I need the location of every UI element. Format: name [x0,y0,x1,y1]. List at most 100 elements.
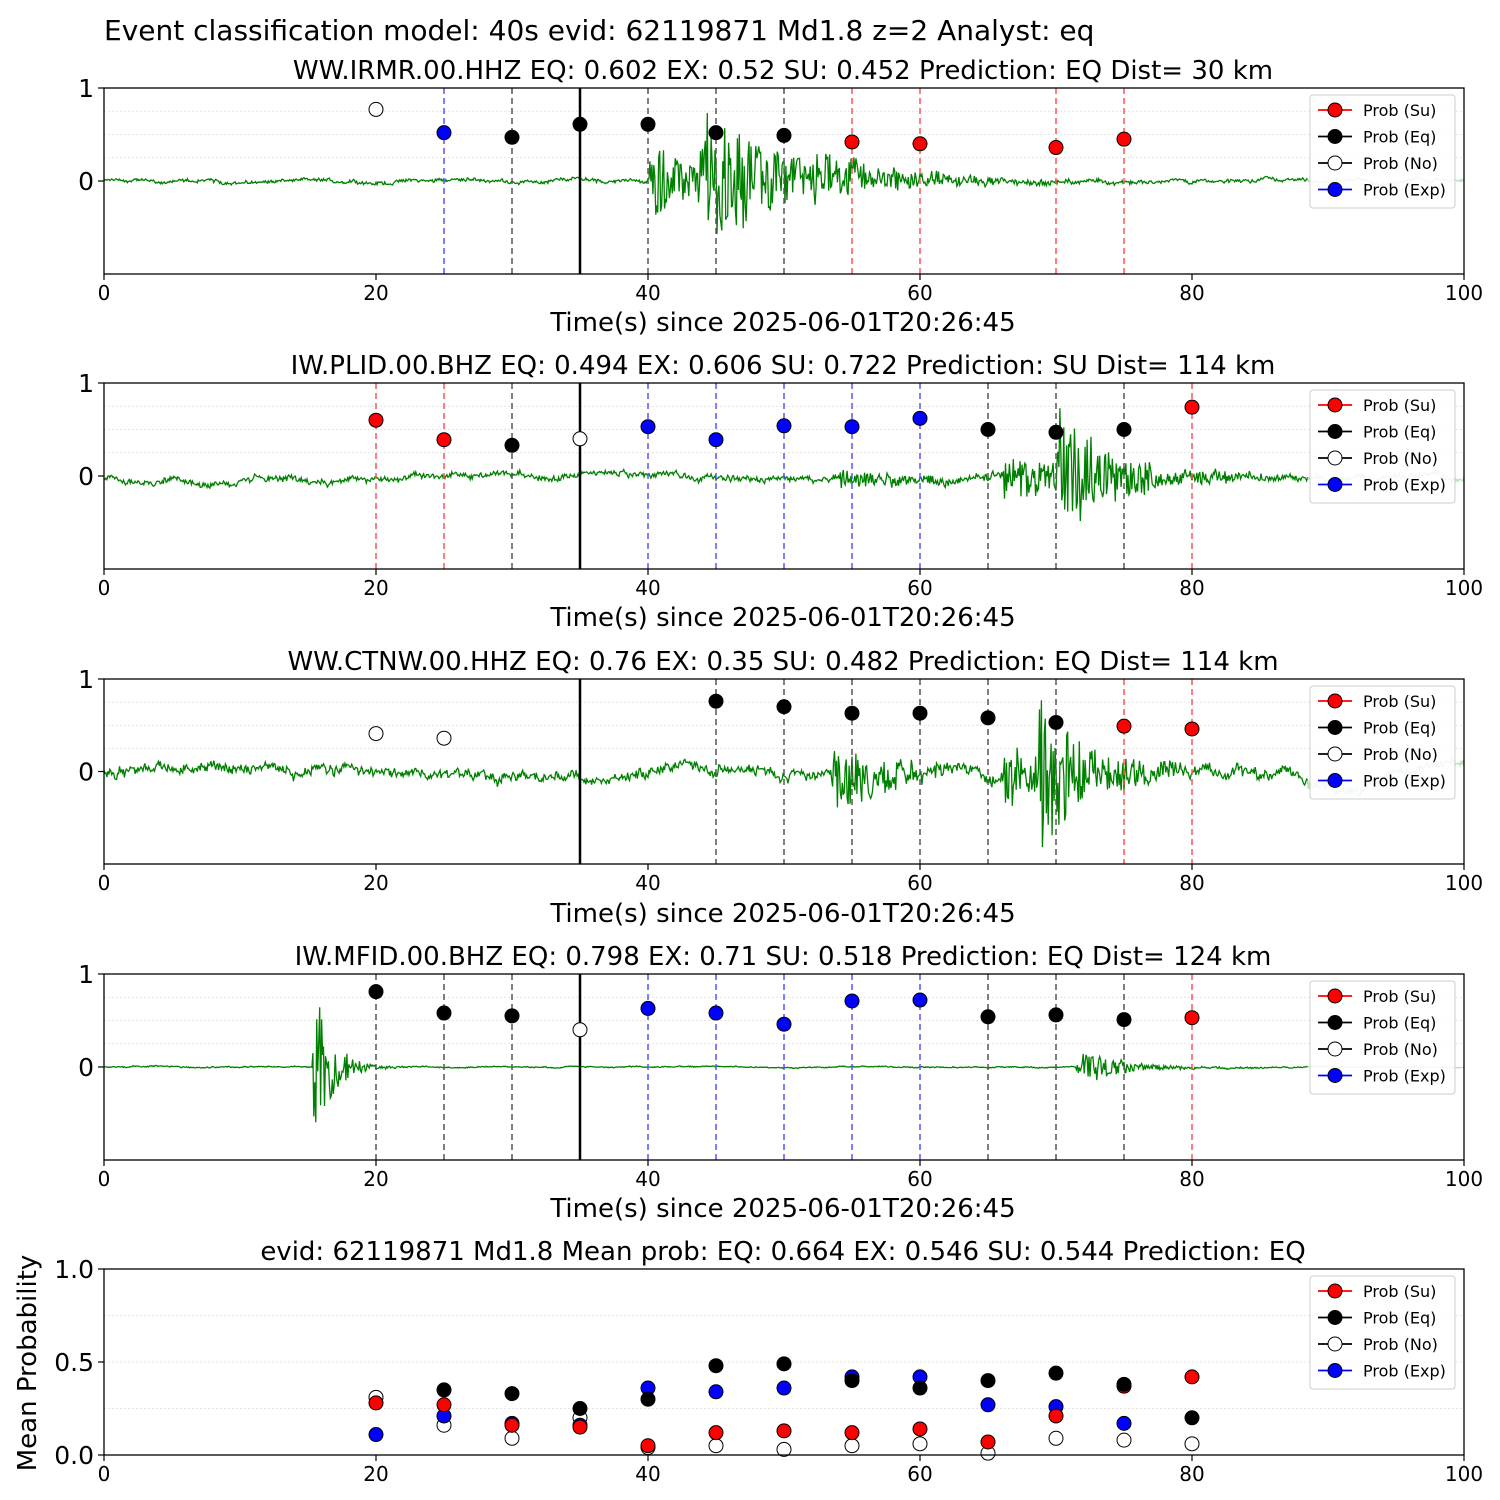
legend-box [1309,685,1456,800]
mean-point [1048,1408,1064,1424]
y-axis-label: Mean Probability [13,1255,43,1472]
legend-label: Prob (No) [1363,1335,1438,1354]
legend-label: Prob (Exp) [1363,1362,1446,1381]
legend-item: Prob (Su) [1318,396,1436,415]
legend-marker [1327,1283,1343,1299]
legend-label: Prob (Su) [1363,396,1436,415]
mean-point [912,1421,928,1437]
mean-point [980,1373,996,1389]
x-tick-label: 80 [1179,281,1204,305]
y-tick-label: 1.0 [54,1255,94,1284]
y-tick-label: 0.0 [54,1441,94,1470]
probability-point [368,412,384,428]
panel-title: WW.IRMR.00.HHZ EQ: 0.602 EX: 0.52 SU: 0.… [293,56,1273,86]
axes-frame [103,87,1465,275]
legend-label: Prob (Su) [1363,101,1436,120]
x-tick-label: 80 [1179,871,1204,895]
probability-point [1048,140,1064,156]
mean-point [1184,1369,1200,1385]
legend-label: Prob (Exp) [1363,772,1446,791]
legend-label: Prob (Su) [1363,1282,1436,1301]
x-tick-label: 100 [1445,871,1483,895]
mean-point [980,1434,996,1450]
legend-item: Prob (Su) [1318,692,1436,711]
mean-point [1184,1410,1200,1426]
axes-frame [103,678,1465,865]
mean-point [912,1380,928,1396]
x-tick-label: 100 [1445,576,1483,600]
x-tick-label: 60 [907,1462,932,1486]
x-tick-label: 20 [363,871,388,895]
x-tick-label: 0 [98,1462,111,1486]
panel-plid: IW.PLID.00.BHZ EQ: 0.494 EX: 0.606 SU: 0… [78,351,1483,633]
legend-item: Prob (Exp) [1318,476,1446,495]
mean-point [1116,1376,1132,1392]
legend-marker [1327,773,1343,788]
probability-point [776,127,792,143]
probability-point [368,726,384,742]
probability-point [1048,714,1064,730]
legend-item: Prob (Su) [1318,101,1436,120]
probability-point [708,1005,724,1021]
mean-point [708,1438,724,1454]
probability-point [640,1000,656,1016]
x-tick-label: 40 [635,871,660,895]
legend-box [1309,980,1456,1095]
panel-mfid: IW.MFID.00.BHZ EQ: 0.798 EX: 0.71 SU: 0.… [78,942,1483,1224]
y-tick-label: 1 [78,960,94,989]
x-tick-label: 40 [635,1167,660,1191]
y-tick-label: 1 [78,665,94,694]
mean-point [436,1382,452,1398]
mean-point [708,1425,724,1441]
probability-point [504,437,520,453]
mean-point [776,1423,792,1439]
legend-label: Prob (Exp) [1363,1067,1446,1086]
legend-marker [1327,424,1343,439]
plot-area [104,88,1464,274]
legend-label: Prob (No) [1363,1040,1438,1059]
waveform-trace [104,700,1311,848]
probability-point [504,129,520,145]
legend-marker [1327,746,1343,762]
x-axis-label: Time(s) since 2025-06-01T20:26:45 [549,1194,1015,1224]
probability-point [912,410,928,426]
probability-point [640,116,656,132]
legend-marker [1327,477,1343,492]
mean-point [844,1438,860,1454]
probability-point [1116,1012,1132,1028]
legend-label: Prob (Exp) [1363,181,1446,200]
y-tick-label: 1 [78,369,94,398]
y-tick-label: 0 [78,1053,94,1082]
x-tick-label: 0 [98,871,111,895]
legend-item: Prob (No) [1318,154,1438,173]
figure-title: Event classification model: 40s evid: 62… [104,14,1094,47]
legend-item: Prob (No) [1318,1335,1438,1354]
legend-marker [1327,988,1343,1004]
legend-item: Prob (Eq) [1318,719,1436,738]
legend-marker [1327,1310,1343,1325]
probability-point [708,432,724,448]
x-tick-label: 0 [98,1167,111,1191]
legend-marker [1327,720,1343,735]
mean-point [1116,1432,1132,1448]
x-tick-label: 60 [907,871,932,895]
probability-point [436,432,452,448]
mean-point [776,1441,792,1457]
panel-title: IW.PLID.00.BHZ EQ: 0.494 EX: 0.606 SU: 0… [291,351,1276,381]
plot-area [104,383,1464,569]
probability-point [436,1005,452,1021]
probability-point [436,730,452,746]
y-tick-label: 0.5 [54,1348,94,1377]
mean-point [1048,1365,1064,1381]
probability-point [844,134,860,150]
legend-label: Prob (No) [1363,154,1438,173]
probability-point [844,705,860,721]
legend-marker [1327,1363,1343,1378]
x-tick-label: 100 [1445,281,1483,305]
probability-point [572,1022,588,1038]
panel-title: WW.CTNW.00.HHZ EQ: 0.76 EX: 0.35 SU: 0.4… [287,647,1278,677]
probability-point [980,422,996,437]
y-tick-label: 1 [78,74,94,103]
legend-marker [1327,129,1343,144]
legend-item: Prob (Exp) [1318,772,1446,791]
